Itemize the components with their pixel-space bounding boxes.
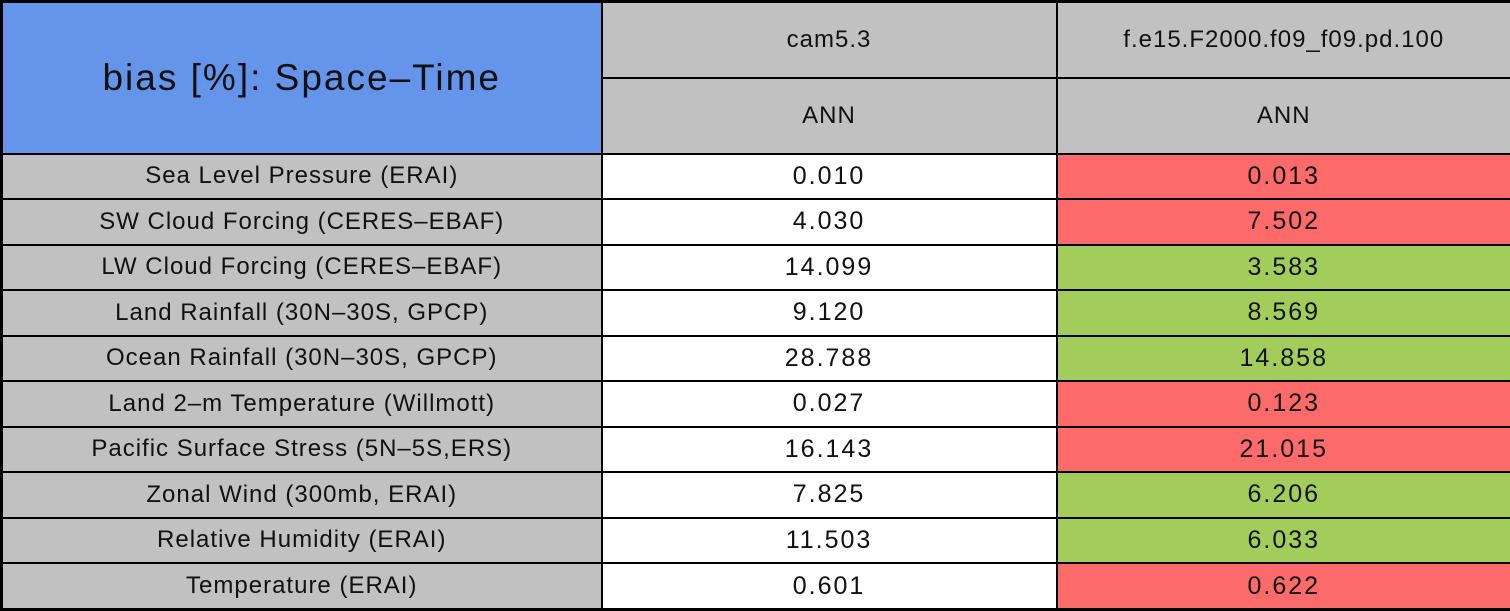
control-value-cell: 0.010 [600,152,1058,201]
table-row: LW Cloud Forcing (CERES–EBAF) 14.099 3.5… [0,243,1510,292]
row-label: SW Cloud Forcing (CERES–EBAF) [0,198,603,246]
column-header-control-model: cam5.3 [600,0,1058,79]
row-label: Pacific Surface Stress (5N–5S,ERS) [0,425,603,474]
season-header-test: ANN [1055,76,1510,155]
table-row: Land 2–m Temperature (Willmott) 0.027 0.… [0,380,1510,428]
test-value-cell: 8.569 [1055,289,1510,337]
test-value-cell: 3.583 [1055,243,1510,292]
row-label: Zonal Wind (300mb, ERAI) [0,471,603,519]
control-value-cell: 14.099 [600,243,1058,292]
control-value-cell: 28.788 [600,334,1058,383]
table-row: Ocean Rainfall (30N–30S, GPCP) 28.788 14… [0,334,1510,383]
test-value-cell: 21.015 [1055,425,1510,474]
test-value-cell: 14.858 [1055,334,1510,383]
row-label: Ocean Rainfall (30N–30S, GPCP) [0,334,603,383]
table-title: bias [%]: Space–Time [0,0,603,155]
control-value-cell: 0.027 [600,380,1058,428]
row-label: LW Cloud Forcing (CERES–EBAF) [0,243,603,292]
season-header-row: ANN ANN [2,76,1510,155]
table-row: Sea Level Pressure (ERAI) 0.010 0.013 [0,152,1510,201]
table-row: Land Rainfall (30N–30S, GPCP) 9.120 8.56… [0,289,1510,337]
test-value-cell: 0.622 [1055,562,1510,611]
row-label: Land 2–m Temperature (Willmott) [0,380,603,428]
row-label: Temperature (ERAI) [0,562,603,611]
control-value-cell: 7.825 [600,471,1058,519]
table-row: Temperature (ERAI) 0.601 0.622 [0,562,1510,611]
table-header: bias [%]: Space–Time cam5.3 f.e15.F2000.… [0,0,1510,155]
control-value-cell: 16.143 [600,425,1058,474]
test-value-cell: 0.013 [1055,152,1510,201]
control-value-cell: 4.030 [600,198,1058,246]
control-value-cell: 0.601 [600,562,1058,611]
column-header-test-model: f.e15.F2000.f09_f09.pd.100 [1055,0,1510,79]
table-row: Relative Humidity (ERAI) 11.503 6.033 [0,516,1510,565]
test-value-cell: 6.033 [1055,516,1510,565]
test-value-cell: 7.502 [1055,198,1510,246]
season-header-control: ANN [600,76,1058,155]
model-header-row: bias [%]: Space–Time cam5.3 f.e15.F2000.… [0,0,1510,155]
test-value-cell: 0.123 [1055,380,1510,428]
row-label: Relative Humidity (ERAI) [0,516,603,565]
test-value-cell: 6.206 [1055,471,1510,519]
table-row: SW Cloud Forcing (CERES–EBAF) 4.030 7.50… [0,198,1510,246]
row-label: Sea Level Pressure (ERAI) [0,152,603,201]
control-value-cell: 11.503 [600,516,1058,565]
table-row: Pacific Surface Stress (5N–5S,ERS) 16.14… [0,425,1510,474]
table-row: Zonal Wind (300mb, ERAI) 7.825 6.206 [0,471,1510,519]
control-value-cell: 9.120 [600,289,1058,337]
row-label: Land Rainfall (30N–30S, GPCP) [0,289,603,337]
table-body: Sea Level Pressure (ERAI) 0.010 0.013 SW… [0,152,1510,611]
